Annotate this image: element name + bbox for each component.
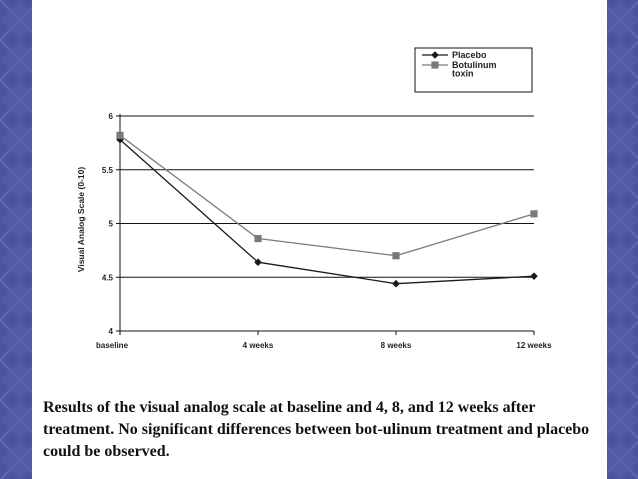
botulinum-point <box>530 210 538 218</box>
y-tick-label: 5.5 <box>102 166 114 175</box>
y-tick-label: 4 <box>109 327 114 336</box>
y-axis-label: Visual Analog Scale (0-10) <box>76 167 86 273</box>
legend-marker <box>431 51 439 59</box>
y-tick-label: 6 <box>109 112 114 121</box>
placebo-line <box>119 139 535 285</box>
figure-caption: Results of the visual analog scale at ba… <box>43 399 590 460</box>
x-tick-label: baseline <box>96 341 129 350</box>
y-tick-label: 4.5 <box>102 273 114 282</box>
placebo-point <box>392 279 400 288</box>
botulinum-line <box>119 134 535 257</box>
legend-label: Botulinum <box>452 60 497 70</box>
chart-figure: 4 4.5 5 5.5 6 baseline 4 weeks 8 weeks 12 weeks V… <box>32 0 607 385</box>
botulinum-point <box>116 131 124 139</box>
legend-marker <box>431 61 439 69</box>
line-chart: 4 4.5 5 5.5 6 baseline 4 weeks 8 weeks 12 weeks V… <box>76 47 552 350</box>
botulinum-point <box>254 234 262 243</box>
slide-panel: 4 4.5 5 5.5 6 baseline 4 weeks 8 weeks 12 weeks V… <box>32 0 607 479</box>
legend-label: Placebo <box>452 50 487 60</box>
legend-label: toxin <box>452 69 474 79</box>
y-tick-label: 5 <box>109 220 114 229</box>
x-tick-label: 8 weeks <box>381 341 412 350</box>
x-tick-label: 4 weeks <box>243 341 274 350</box>
x-tick-label: 12 weeks <box>516 341 552 350</box>
placebo-point <box>530 272 538 280</box>
placebo-point <box>254 258 262 266</box>
botulinum-point <box>392 252 400 260</box>
